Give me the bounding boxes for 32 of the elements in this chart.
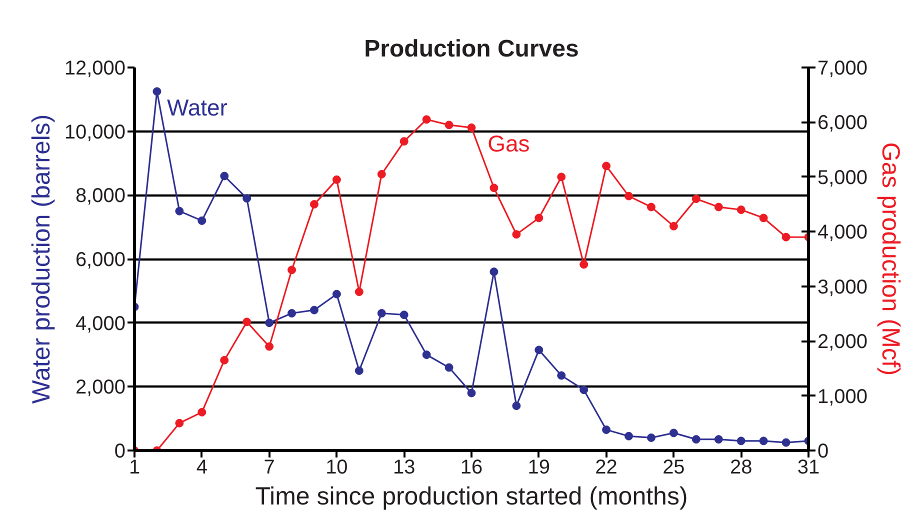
x-tick-label: 19 [528, 456, 550, 478]
x-tick-label: 16 [460, 456, 483, 478]
x-axis-title: Time since production started (months) [255, 482, 688, 510]
y-tick-label: 2,000 [75, 376, 126, 399]
y-tick-label: 10,000 [64, 121, 126, 144]
chart-title: Production Curves [364, 36, 579, 62]
y2-tick-label: 2,000 [818, 331, 868, 354]
y2-tick-label: 5,000 [818, 166, 868, 189]
y2-tick-label: 7,000 [818, 58, 868, 80]
y2-tick-label: 3,000 [818, 276, 868, 298]
x-tick-label: 28 [730, 456, 752, 478]
y-tick-label: 8,000 [75, 185, 126, 208]
x-tick-label: 22 [595, 456, 618, 478]
x-tick-label: 25 [662, 456, 685, 478]
x-tick-label: 13 [392, 456, 416, 478]
y2-tick-label: 0 [818, 440, 829, 462]
x-tick-label: 7 [264, 456, 275, 478]
y2-tick-label: 6,000 [818, 112, 868, 134]
y2-tick-label: 1,000 [818, 386, 868, 408]
x-tick-label: 10 [326, 456, 348, 478]
y-tick-label: 6,000 [75, 249, 126, 271]
y-tick-label: 0 [114, 440, 126, 462]
series-label: Gas [488, 130, 530, 156]
y2-axis-title: Gas production (Mcf) [876, 142, 905, 376]
y2-tick-label: 4,000 [818, 222, 868, 244]
y-tick-label: 12,000 [64, 58, 126, 80]
x-tick-label: 4 [196, 456, 208, 478]
y-axis-title: Water production (barrels) [27, 114, 56, 404]
series-label: Water [166, 94, 228, 120]
x-tick-label: 1 [128, 456, 140, 478]
y-tick-label: 4,000 [75, 312, 126, 335]
x-tick-label: 31 [797, 456, 820, 478]
